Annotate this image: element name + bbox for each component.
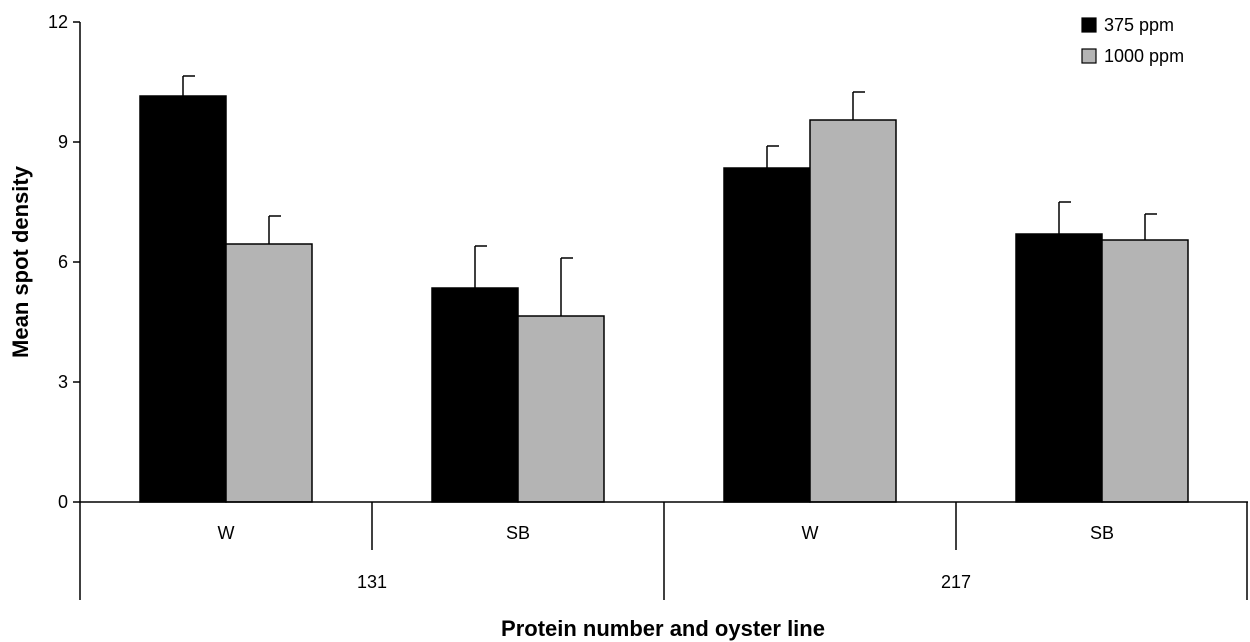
legend-swatch — [1081, 17, 1097, 33]
bars — [139, 75, 1189, 503]
y-tick-label: 9 — [58, 132, 68, 152]
y-tick-label: 0 — [58, 492, 68, 512]
y-tick-label: 12 — [48, 12, 68, 32]
bar — [517, 315, 605, 503]
legend-swatch — [1081, 48, 1097, 64]
bar — [225, 243, 313, 503]
y-axis-title: Mean spot density — [8, 165, 33, 358]
legend-label: 1000 ppm — [1104, 46, 1184, 66]
bar — [139, 95, 227, 503]
y-axis: 0 3 6 9 12 — [48, 12, 81, 512]
x-group-label: 131 — [357, 572, 387, 592]
x-axis-title: Protein number and oyster line — [501, 616, 825, 641]
bar — [1015, 233, 1103, 503]
bar — [1101, 239, 1189, 503]
y-tick-label: 3 — [58, 372, 68, 392]
x-group-label: 217 — [941, 572, 971, 592]
bar — [809, 119, 897, 503]
bar — [723, 167, 811, 503]
x-category-label: W — [218, 523, 235, 543]
x-category-label: SB — [506, 523, 530, 543]
bar — [431, 287, 519, 503]
legend: 375 ppm 1000 ppm — [1081, 15, 1184, 66]
legend-label: 375 ppm — [1104, 15, 1174, 35]
x-category-label: W — [802, 523, 819, 543]
x-category-label: SB — [1090, 523, 1114, 543]
y-tick-label: 6 — [58, 252, 68, 272]
x-axis: W SB 131 W SB 217 — [79, 501, 1248, 600]
